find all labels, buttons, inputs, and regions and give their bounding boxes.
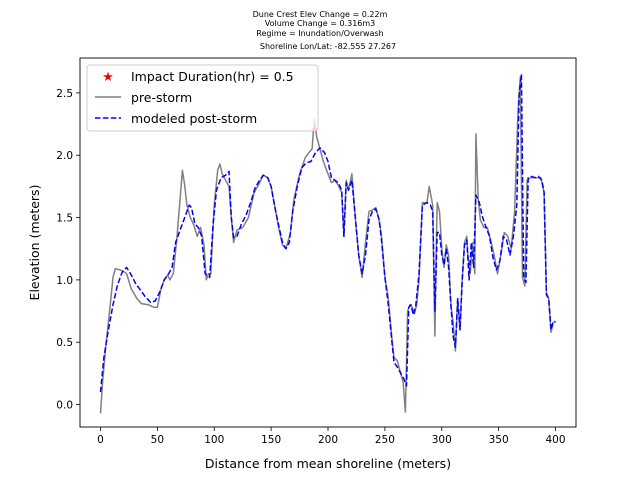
x-axis-label: Distance from mean shoreline (meters) (205, 456, 451, 471)
series-line-modeled-post-storm (99, 73, 556, 393)
y-tick-label: 0.5 (56, 337, 73, 349)
y-tick-label: 1.5 (56, 213, 73, 225)
x-tick-label: 300 (432, 434, 452, 446)
y-tick-label: 0.0 (56, 400, 73, 412)
x-tick-label: 250 (375, 434, 395, 446)
x-tick-label: 100 (204, 434, 224, 446)
legend-label-post-storm: modeled post-storm (131, 111, 257, 126)
y-tick-label: 2.5 (56, 88, 73, 100)
x-tick-label: 350 (489, 434, 509, 446)
title-line-volume: Volume Change = 0.316m3 (265, 19, 376, 28)
x-tick-label: 200 (318, 434, 338, 446)
title-line-regime: Regime = Inundation/Overwash (256, 29, 383, 38)
x-tick-label: 50 (151, 434, 164, 446)
x-tick-label: 150 (261, 434, 281, 446)
y-axis-label: Elevation (meters) (27, 185, 42, 301)
title-line-shoreline: Shoreline Lon/Lat: -82.555 27.267 (260, 42, 396, 51)
plot-frame (79, 57, 577, 428)
x-tick-label: 400 (545, 434, 565, 446)
title-line-dune-crest: Dune Crest Elev Change = 0.22m (253, 10, 388, 19)
legend-label-impact-duration: Impact Duration(hr) = 0.5 (131, 69, 294, 84)
y-tick-label: 1.0 (56, 275, 73, 287)
legend-label-pre-storm: pre-storm (131, 90, 192, 105)
chart-title: Dune Crest Elev Change = 0.22m Volume Ch… (253, 10, 396, 51)
legend-box (86, 64, 319, 132)
ticks-layer: 0 50 100 150 200 250 300 350 400 0.0 0.5 1.0 1.5 2.0 2… (56, 88, 565, 446)
x-tick-label: 0 (97, 434, 104, 446)
y-tick-label: 2.0 (56, 150, 73, 162)
legend-star-icon: ★ (102, 70, 114, 85)
legend: ★ Impact Duration(hr) = 0.5 pre-storm mo… (86, 64, 319, 132)
